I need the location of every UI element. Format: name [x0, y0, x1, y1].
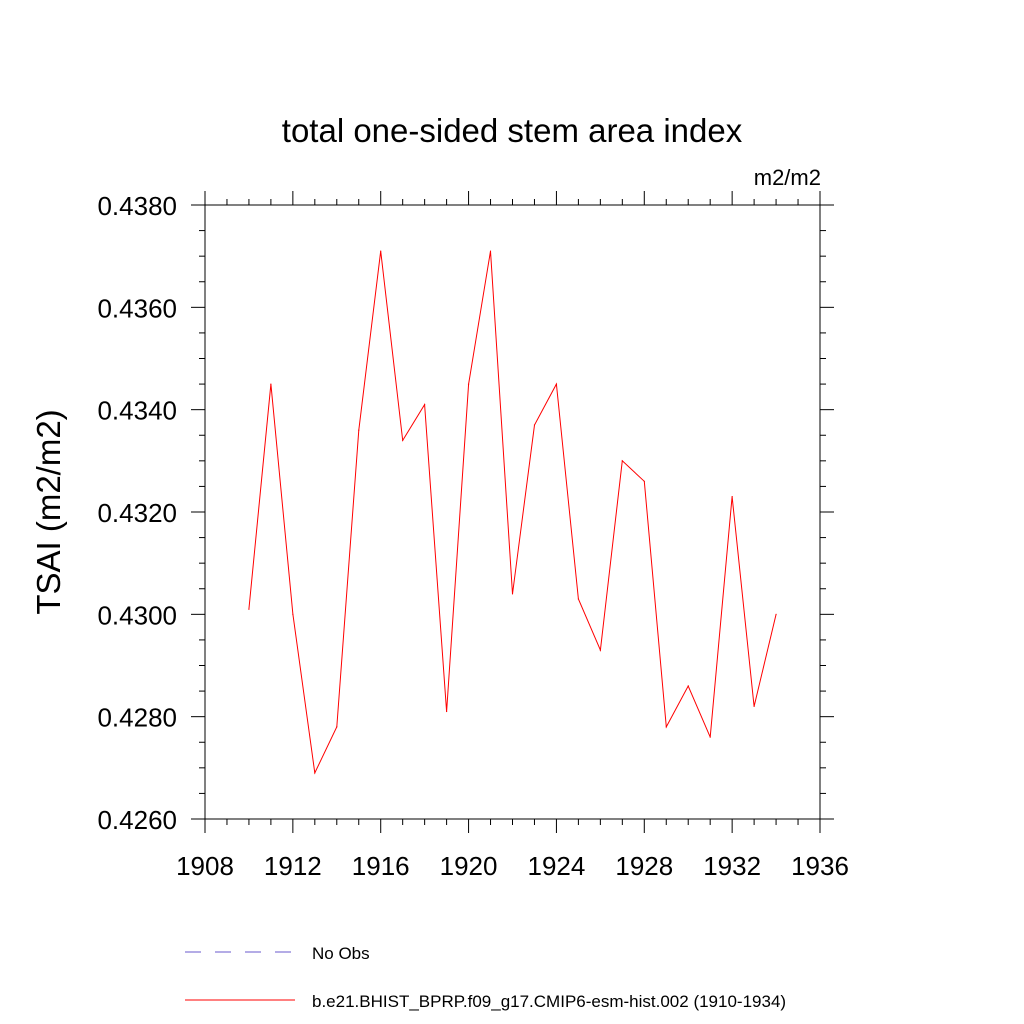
data-point — [467, 383, 470, 385]
data-point — [336, 726, 338, 728]
x-tick-label: 1908 — [176, 851, 234, 881]
x-tick-labels: 1908 1912 1916 1920 1924 1928 1932 1936 — [176, 851, 849, 881]
axis-ticks — [191, 191, 834, 833]
y-tick-label: 0.4300 — [97, 600, 177, 630]
data-point — [358, 429, 360, 431]
y-tick-label: 0.4320 — [97, 498, 177, 528]
data-point — [314, 772, 316, 774]
y-tick-label: 0.4380 — [97, 191, 177, 221]
x-tick-label: 1932 — [703, 851, 761, 881]
data-point — [424, 403, 426, 406]
data-point — [555, 383, 558, 385]
x-tick-label: 1936 — [791, 851, 849, 881]
x-tick-label: 1924 — [528, 851, 586, 881]
y-tick-label: 0.4280 — [97, 703, 177, 733]
data-point — [577, 598, 579, 600]
series-line — [248, 251, 777, 775]
data-point — [753, 705, 755, 708]
data-point — [270, 383, 272, 385]
data-point — [731, 496, 733, 498]
legend: No Obs b.e21.BHIST_BPRP.f09_g17.CMIP6-esm… — [185, 944, 786, 1011]
x-tick-label: 1912 — [264, 851, 322, 881]
data-point — [599, 649, 601, 651]
legend-label: No Obs — [312, 944, 370, 963]
data-point — [489, 250, 492, 252]
y-tick-labels: 0.4260 0.4280 0.4300 0.4320 0.4340 0.4360 0.43… — [97, 191, 177, 835]
data-point — [643, 480, 645, 482]
y-axis-label: TSAI (m2/m2) — [30, 409, 67, 614]
x-tick-label: 1916 — [352, 851, 410, 881]
data-point — [511, 593, 514, 595]
data-point — [621, 460, 623, 462]
chart-title: total one-sided stem area index — [282, 112, 743, 149]
y-tick-label: 0.4340 — [97, 396, 177, 426]
data-point — [292, 613, 294, 615]
data-point — [446, 710, 448, 713]
x-tick-label: 1928 — [615, 851, 673, 881]
series-lines — [248, 250, 777, 775]
data-point — [687, 685, 689, 687]
data-point — [248, 608, 250, 610]
data-point — [665, 726, 667, 728]
plot-frame — [204, 204, 821, 820]
x-tick-label: 1920 — [440, 851, 498, 881]
units-label: m2/m2 — [754, 165, 821, 190]
data-point — [533, 424, 536, 426]
y-tick-label: 0.4260 — [97, 805, 177, 835]
data-point — [709, 736, 711, 738]
data-point — [380, 250, 382, 252]
data-point — [775, 613, 777, 615]
legend-label: b.e21.BHIST_BPRP.f09_g17.CMIP6-esm-hist.… — [312, 992, 786, 1011]
y-tick-label: 0.4360 — [97, 293, 177, 323]
data-point — [402, 439, 404, 441]
